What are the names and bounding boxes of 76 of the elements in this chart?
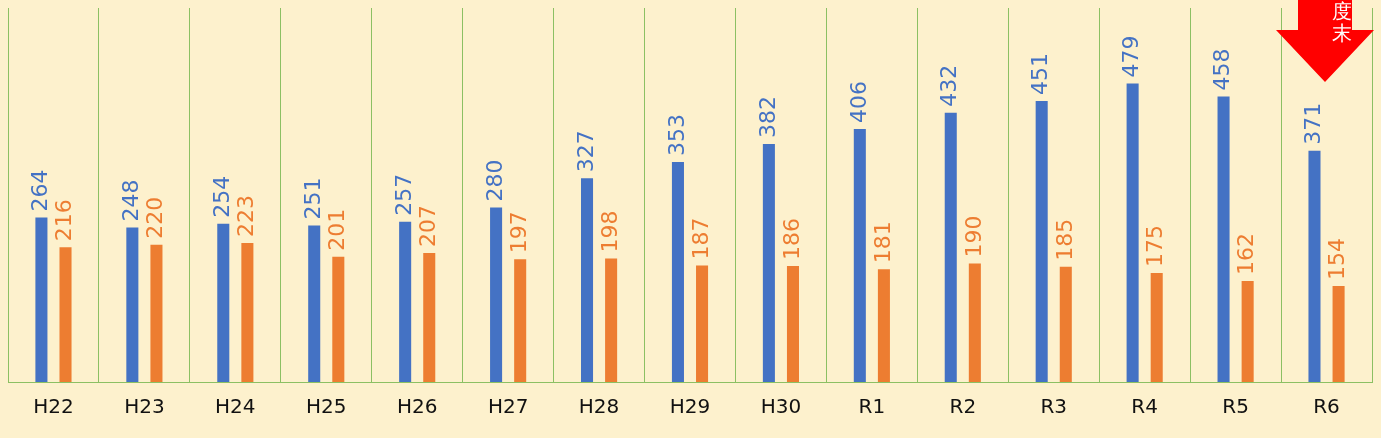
bar — [332, 256, 345, 382]
x-tick-label: R2 — [949, 394, 977, 419]
data-label: 201 — [324, 208, 350, 251]
data-label: 251 — [299, 177, 325, 220]
bar — [580, 178, 594, 382]
data-label: 197 — [505, 211, 531, 254]
x-tick-label: H24 — [215, 394, 256, 419]
bar — [423, 252, 436, 382]
x-tick-label: R6 — [1313, 394, 1340, 419]
bar — [1241, 281, 1254, 382]
data-label: 175 — [1142, 224, 1168, 267]
bar — [944, 112, 957, 382]
x-tick-label: H22 — [33, 394, 74, 419]
x-tick-label: R4 — [1131, 394, 1158, 419]
x-tick-label: R1 — [858, 394, 886, 419]
x-tick-label: H26 — [396, 394, 438, 419]
data-label: 382 — [754, 95, 780, 138]
annotation: 度末 — [1331, 0, 1353, 45]
data-label: 186 — [778, 218, 804, 261]
data-label: 371 — [1300, 102, 1326, 145]
x-tick-label: H29 — [669, 394, 711, 419]
bar — [35, 217, 48, 382]
bar — [877, 269, 890, 382]
bar — [399, 221, 412, 382]
data-label: 248 — [118, 179, 144, 222]
bar — [1150, 272, 1163, 382]
data-label: 216 — [51, 199, 77, 242]
bar — [1332, 286, 1345, 382]
data-label: 353 — [663, 113, 689, 156]
bar — [762, 143, 775, 382]
bar — [671, 161, 684, 382]
bar — [150, 244, 163, 382]
bar — [59, 247, 72, 382]
data-label: 207 — [414, 204, 440, 247]
bar — [1126, 83, 1139, 382]
x-tick-label: H28 — [578, 394, 620, 419]
x-tick-label: H30 — [760, 394, 802, 419]
bar — [514, 259, 527, 382]
bar — [1308, 150, 1321, 382]
data-label: 162 — [1233, 233, 1259, 276]
data-label: 479 — [1118, 35, 1144, 78]
bar — [241, 243, 254, 382]
bar — [308, 225, 321, 382]
bar — [696, 265, 709, 382]
bar — [217, 223, 230, 382]
bar — [968, 263, 981, 382]
x-tick-label: H25 — [306, 394, 347, 419]
data-label: 190 — [960, 215, 986, 258]
data-label: 187 — [687, 217, 713, 260]
data-label: 327 — [572, 130, 598, 173]
bar — [786, 266, 800, 382]
data-label: 185 — [1051, 218, 1077, 261]
data-label: 264 — [27, 169, 53, 212]
data-label: 432 — [936, 64, 962, 107]
bar — [490, 207, 503, 382]
bar — [1217, 96, 1230, 382]
bar — [126, 227, 139, 382]
data-label: 458 — [1209, 48, 1235, 91]
x-tick-label: R5 — [1222, 394, 1249, 419]
data-label: 406 — [845, 80, 871, 123]
bar — [605, 258, 618, 382]
data-label: 451 — [1027, 52, 1053, 95]
data-label: 280 — [481, 159, 507, 202]
x-tick-label: H27 — [487, 394, 529, 419]
data-label: 154 — [1324, 238, 1350, 281]
bar — [853, 128, 866, 382]
bar — [1035, 100, 1048, 382]
x-tick-label: H23 — [124, 394, 165, 419]
data-label: 220 — [142, 196, 168, 239]
data-label: 181 — [869, 221, 895, 264]
data-label: 257 — [390, 173, 416, 216]
data-label: 254 — [209, 175, 234, 218]
bar — [1059, 266, 1072, 382]
data-label: 198 — [596, 210, 622, 253]
x-tick-label: R3 — [1040, 394, 1068, 419]
data-label: 223 — [233, 195, 259, 237]
